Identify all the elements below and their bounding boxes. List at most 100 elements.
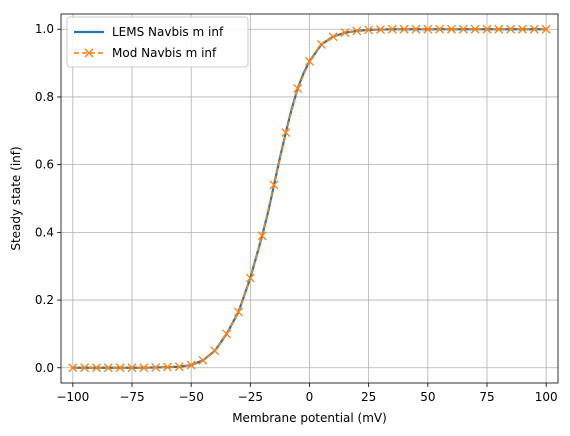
data-point-marker — [447, 24, 456, 34]
data-point-marker — [328, 32, 338, 42]
data-point-marker — [387, 24, 397, 34]
data-point-marker — [376, 25, 385, 35]
marker-stroke — [458, 24, 468, 34]
y-tick-label: 0.8 — [35, 90, 54, 104]
data-point-marker — [257, 231, 267, 241]
marker-stroke — [293, 84, 303, 93]
marker-stroke — [139, 363, 149, 373]
ticks: −100 −75 −50 −25 0 25 50 75 100 0.0 0.2 0.4 0.6 0.8 1.… — [35, 22, 558, 404]
x-tick-label: −50 — [179, 390, 204, 404]
data-point-marker — [435, 24, 445, 34]
data-point-marker — [174, 362, 184, 372]
x-tick-label: 25 — [361, 390, 376, 404]
data-point-marker — [518, 24, 527, 34]
data-point-marker — [364, 25, 374, 35]
x-tick-label: −75 — [119, 390, 144, 404]
marker-stroke — [269, 180, 279, 190]
x-tick-label: −100 — [56, 390, 89, 404]
data-point-marker — [541, 24, 551, 34]
marker-stroke — [92, 363, 101, 373]
data-point-marker — [186, 360, 196, 370]
series-layer — [68, 24, 551, 373]
data-point-marker — [458, 24, 468, 34]
marker-stroke — [115, 363, 125, 373]
y-axis-label: Steady state (inf) — [9, 146, 23, 250]
data-point-marker — [139, 363, 149, 373]
marker-stroke — [518, 24, 527, 34]
data-point-marker — [151, 362, 161, 372]
marker-stroke — [411, 24, 421, 34]
marker-stroke — [316, 40, 326, 49]
y-tick-label: 0.4 — [35, 225, 54, 239]
marker-stroke — [210, 346, 220, 356]
data-point-marker — [103, 363, 113, 373]
marker-stroke — [423, 24, 433, 34]
marker-stroke — [435, 24, 445, 34]
marker-stroke — [399, 24, 409, 34]
x-tick-label: 100 — [535, 390, 558, 404]
y-tick-label: 1.0 — [35, 22, 54, 36]
marker-stroke — [103, 363, 113, 373]
data-point-marker — [115, 363, 125, 373]
marker-stroke — [151, 362, 161, 372]
marker-stroke — [281, 128, 291, 137]
marker-stroke — [447, 24, 456, 34]
grid — [61, 14, 558, 383]
data-point-marker — [234, 307, 243, 317]
marker-stroke — [470, 24, 480, 34]
x-tick-label: 0 — [306, 390, 314, 404]
data-point-marker — [210, 346, 220, 356]
marker-stroke — [340, 28, 350, 38]
marker-stroke — [541, 24, 551, 34]
marker-stroke — [257, 231, 267, 241]
marker-stroke — [234, 307, 243, 317]
data-point-marker — [305, 56, 314, 66]
data-point-marker — [399, 24, 409, 34]
data-point-marker — [127, 363, 137, 373]
marker-stroke — [364, 25, 374, 35]
data-point-marker — [423, 24, 433, 34]
y-tick-label: 0.6 — [35, 158, 54, 172]
data-point-marker — [529, 24, 539, 34]
legend: LEMS Navbis m inf Mod Navbis m inf — [66, 16, 249, 68]
data-point-marker — [352, 26, 362, 36]
plot-frame — [60, 13, 559, 384]
marker-stroke — [198, 355, 208, 365]
marker-stroke — [163, 362, 172, 372]
data-point-marker — [470, 24, 480, 34]
data-point-marker — [411, 24, 421, 34]
y-tick-label: 0.0 — [35, 361, 54, 375]
data-point-marker — [80, 363, 90, 373]
legend-marker-mod — [84, 48, 94, 58]
x-tick-label: 75 — [479, 390, 494, 404]
data-point-marker — [68, 363, 78, 373]
marker-stroke — [80, 363, 90, 373]
data-point-marker — [494, 24, 504, 34]
marker-stroke — [506, 24, 516, 34]
legend-box — [66, 16, 249, 68]
marker-stroke — [305, 56, 314, 66]
legend-label-mod: Mod Navbis m inf — [112, 46, 217, 60]
marker-stroke — [352, 26, 362, 36]
data-point-marker — [245, 273, 255, 283]
data-point-marker — [269, 180, 279, 190]
data-point-marker — [482, 24, 492, 34]
y-tick-label: 0.2 — [35, 293, 54, 307]
data-point-marker — [198, 355, 208, 365]
legend-label-lems: LEMS Navbis m inf — [112, 25, 224, 39]
marker-stroke — [245, 273, 255, 283]
x-axis-label: Membrane potential (mV) — [232, 411, 387, 425]
x-tick-label: 50 — [420, 390, 435, 404]
marker-stroke — [222, 329, 232, 339]
data-point-marker — [340, 28, 350, 38]
data-point-marker — [281, 128, 291, 137]
marker-stroke — [494, 24, 504, 34]
marker-stroke — [186, 360, 196, 370]
marker-stroke — [376, 25, 385, 35]
marker-stroke — [482, 24, 492, 34]
data-point-marker — [92, 363, 101, 373]
marker-stroke — [529, 24, 539, 34]
data-point-marker — [506, 24, 516, 34]
data-point-marker — [222, 329, 232, 339]
